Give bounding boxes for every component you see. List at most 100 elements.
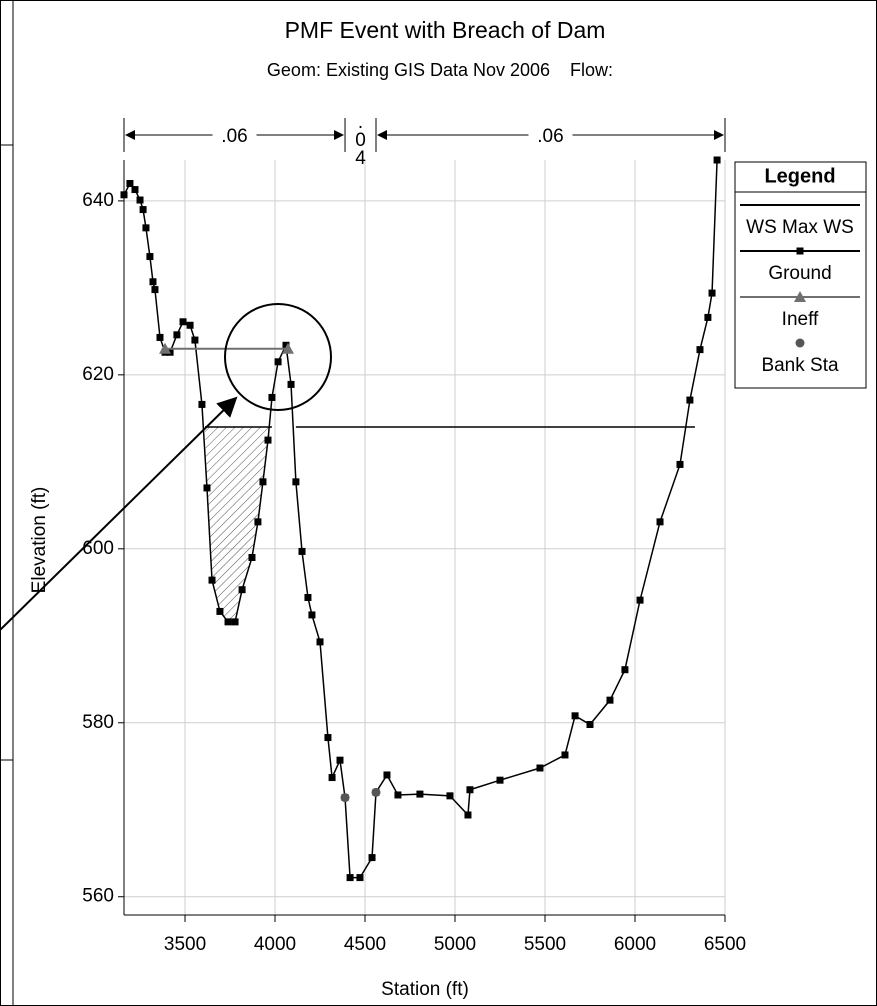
- point: [248, 554, 256, 562]
- point: [336, 756, 344, 764]
- n-label-bg: [528, 125, 573, 145]
- point: [238, 586, 246, 594]
- y-tick-label: 640: [82, 190, 114, 211]
- point: [198, 400, 206, 408]
- point: [264, 436, 272, 444]
- side-panel: [0, 144, 14, 761]
- legend-marker: [794, 291, 806, 302]
- point: [394, 791, 402, 799]
- x-tick-label: 5000: [434, 934, 476, 955]
- point: [173, 331, 181, 339]
- point: [621, 666, 629, 674]
- point: [676, 460, 684, 468]
- legend-label: Bank Sta: [761, 355, 839, 376]
- point: [156, 333, 164, 341]
- point: [383, 771, 391, 779]
- point: [571, 712, 579, 720]
- point: [179, 318, 187, 326]
- point: [328, 774, 336, 782]
- point: [686, 396, 694, 404]
- legend-box: [734, 161, 867, 389]
- point: [259, 478, 267, 486]
- pointer-arrow: [0, 396, 238, 631]
- point: [282, 341, 290, 349]
- point: [316, 638, 324, 646]
- point: [704, 313, 712, 321]
- point: [146, 253, 154, 261]
- point: [561, 751, 569, 759]
- point: [139, 206, 147, 214]
- y-tick-label: 560: [82, 886, 114, 907]
- point: [298, 547, 306, 555]
- legend-marker: [795, 338, 805, 348]
- n-label-bg: [212, 125, 257, 145]
- point: [159, 342, 172, 354]
- point: [340, 793, 350, 803]
- point: [416, 790, 424, 798]
- point: [304, 594, 312, 602]
- point: [536, 764, 544, 772]
- point: [131, 186, 139, 194]
- point: [287, 380, 295, 388]
- point: [606, 696, 614, 704]
- x-tick-label: 6000: [614, 934, 656, 955]
- n-label: .06: [221, 126, 247, 147]
- point: [356, 874, 364, 882]
- point: [191, 336, 199, 344]
- point: [120, 191, 128, 199]
- point: [346, 874, 354, 882]
- chart-title: PMF Event with Breach of Dam: [285, 17, 606, 43]
- point: [586, 721, 594, 729]
- x-tick-label: 5500: [524, 934, 566, 955]
- n-label: .06: [537, 126, 563, 147]
- point: [281, 342, 294, 354]
- point: [446, 792, 454, 800]
- point: [308, 611, 316, 619]
- plot-area: 560 580 600 620 640 3500 4000 4500 5000 5500 6000 6…: [82, 112, 746, 955]
- legend: Legend WS Max WS Ground Ineff Bank Sta: [734, 161, 867, 389]
- point: [708, 289, 716, 297]
- highlight-circle: [224, 303, 332, 411]
- legend-label: Ineff: [782, 309, 819, 330]
- point: [186, 321, 194, 329]
- point: [324, 734, 332, 742]
- point: [216, 607, 224, 615]
- x-tick-label: 3500: [164, 934, 206, 955]
- point: [464, 811, 472, 819]
- point: [656, 518, 664, 526]
- point: [292, 478, 300, 486]
- y-tick-label: 580: [82, 712, 114, 733]
- point: [713, 156, 721, 164]
- point: [274, 358, 282, 366]
- point: [496, 776, 504, 784]
- legend-title: Legend: [764, 165, 835, 187]
- x-tick-label: 4000: [254, 934, 296, 955]
- point: [231, 618, 239, 626]
- point: [142, 224, 150, 232]
- legend-label: Ground: [768, 263, 831, 284]
- point: [371, 787, 381, 797]
- point: [268, 393, 276, 401]
- chart-subtitle: Geom: Existing GIS Data Nov 2006 Flow:: [267, 60, 613, 80]
- point: [203, 484, 211, 492]
- legend-marker: [796, 247, 804, 255]
- point: [136, 196, 144, 204]
- point: [126, 179, 134, 187]
- y-axis-label: Elevation (ft): [29, 487, 50, 594]
- point: [696, 346, 704, 354]
- point: [224, 618, 232, 626]
- point: [208, 576, 216, 584]
- point: [151, 286, 159, 294]
- point: [254, 518, 262, 526]
- y-tick-label: 600: [82, 538, 114, 559]
- legend-label: WS Max WS: [746, 217, 854, 238]
- x-tick-label: 6500: [704, 934, 746, 955]
- point: [368, 854, 376, 862]
- y-tick-label: 620: [82, 364, 114, 385]
- point: [149, 278, 157, 286]
- x-axis-label: Station (ft): [381, 979, 469, 1000]
- point: [636, 596, 644, 604]
